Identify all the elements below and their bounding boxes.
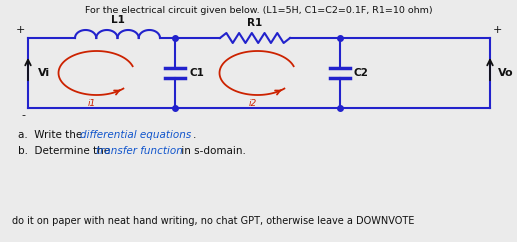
Text: Vo: Vo (498, 68, 513, 78)
Text: .: . (193, 130, 196, 140)
Text: differential equations: differential equations (80, 130, 191, 140)
Text: a.  Write the: a. Write the (18, 130, 85, 140)
Text: i1: i1 (87, 99, 96, 108)
Text: Vi: Vi (38, 68, 50, 78)
Text: L1: L1 (111, 15, 125, 25)
Text: do it on paper with neat hand writing, no chat GPT, otherwise leave a DOWNVOTE: do it on paper with neat hand writing, n… (12, 216, 414, 226)
Text: in s-domain.: in s-domain. (178, 146, 246, 156)
Text: i2: i2 (248, 99, 256, 108)
Text: +: + (493, 25, 503, 35)
Text: transfer function: transfer function (96, 146, 183, 156)
Text: -: - (21, 110, 25, 120)
Text: C1: C1 (189, 68, 204, 78)
Text: C2: C2 (354, 68, 369, 78)
Text: R1: R1 (247, 18, 263, 28)
Text: For the electrical circuit given below. (L1=5H, C1=C2=0.1F, R1=10 ohm): For the electrical circuit given below. … (85, 6, 432, 15)
Text: +: + (16, 25, 25, 35)
Text: b.  Determine the: b. Determine the (18, 146, 113, 156)
